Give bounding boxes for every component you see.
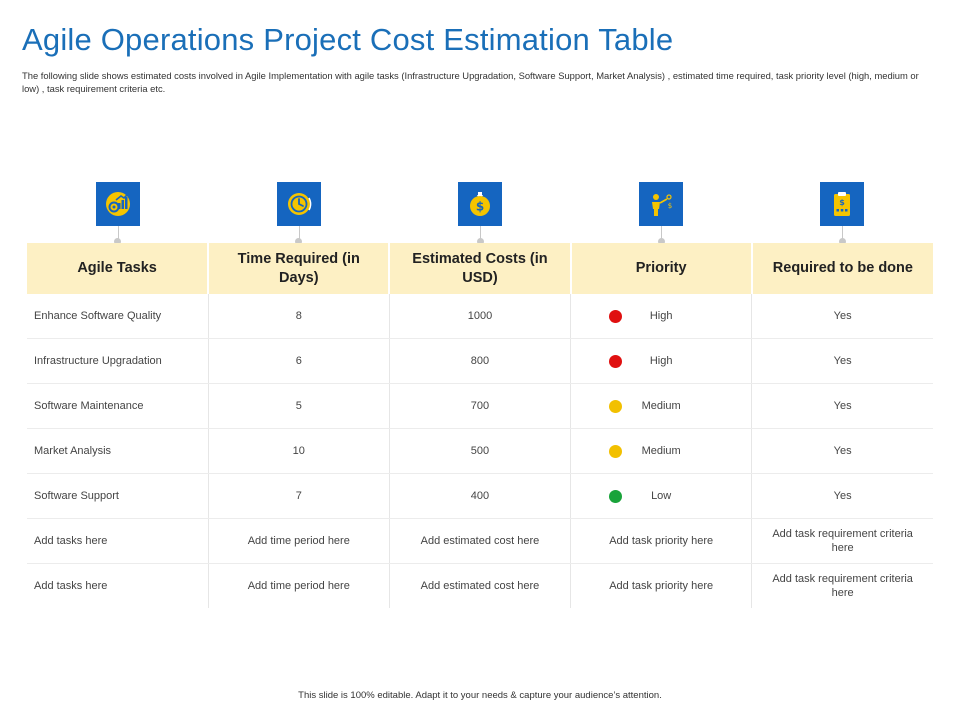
cell-required: Add task requirement criteria here bbox=[751, 518, 933, 564]
icon-column-time bbox=[208, 182, 389, 245]
slide-subtitle: The following slide shows estimated cost… bbox=[22, 70, 919, 94]
icon-column-required: $ bbox=[752, 182, 933, 245]
cell-task: Market Analysis bbox=[27, 428, 209, 474]
table-row: Software Support 7 400 Low Yes bbox=[27, 473, 933, 519]
icon-column-cost: $ bbox=[389, 182, 570, 245]
cell-priority: Medium bbox=[570, 428, 752, 474]
cell-required: Yes bbox=[751, 383, 933, 429]
cell-priority: Add task priority here bbox=[570, 563, 752, 608]
cell-task: Software Support bbox=[27, 473, 209, 519]
priority-label: High bbox=[649, 355, 673, 367]
money-bag-icon: $ bbox=[458, 182, 502, 226]
svg-text:$: $ bbox=[476, 200, 484, 214]
cost-estimation-table: Agile Tasks Time Required (in Days) Esti… bbox=[27, 243, 933, 608]
priority-dot-icon bbox=[609, 489, 623, 503]
cell-cost: Add estimated cost here bbox=[388, 518, 571, 564]
cell-cost: 1000 bbox=[388, 294, 571, 339]
priority-indicator: Medium bbox=[579, 444, 743, 458]
header-required: Required to be done bbox=[750, 243, 933, 294]
column-icon-row: $ $ $ bbox=[27, 182, 933, 245]
cell-task: Add tasks here bbox=[34, 580, 108, 592]
header-estimated-costs: Estimated Costs (in USD) bbox=[388, 243, 571, 294]
cell-time: 5 bbox=[207, 383, 390, 429]
cell-priority: High bbox=[570, 338, 752, 384]
clock-icon bbox=[276, 182, 321, 226]
priority-label: Low bbox=[651, 490, 672, 502]
cell-required: Yes bbox=[751, 338, 933, 384]
cell-cost: 400 bbox=[388, 473, 571, 519]
cell-priority: Low bbox=[570, 473, 752, 519]
cell-cost: 700 bbox=[388, 383, 571, 429]
cell-priority: Add task priority here bbox=[570, 518, 752, 564]
priority-label: Medium bbox=[641, 400, 681, 412]
svg-text:$: $ bbox=[840, 198, 846, 207]
cell-required: Add task requirement criteria here bbox=[751, 563, 933, 608]
cell-time: Add time period here bbox=[207, 518, 390, 564]
slide-footer: This slide is 100% editable. Adapt it to… bbox=[298, 690, 662, 701]
priority-dot-icon bbox=[609, 399, 623, 413]
priority-label: High bbox=[649, 310, 673, 322]
table-row: Add tasks here Add time period here Add es… bbox=[27, 518, 933, 564]
cell-cost: Add estimated cost here bbox=[388, 563, 571, 608]
presenter-icon: $ bbox=[639, 182, 684, 226]
priority-indicator: High bbox=[579, 354, 743, 368]
priority-dot-icon bbox=[609, 309, 623, 323]
cell-task: Software Maintenance bbox=[27, 383, 209, 429]
icon-column-priority: $ bbox=[571, 182, 752, 245]
cell-time: 6 bbox=[207, 338, 390, 384]
priority-indicator: High bbox=[579, 309, 743, 323]
cell-cost: 500 bbox=[388, 428, 571, 474]
cell-time: 8 bbox=[207, 294, 390, 339]
table-row: Software Maintenance 5 700 Medium Yes bbox=[27, 383, 933, 429]
tasks-gear-chart-icon bbox=[95, 182, 140, 226]
cell-priority: High bbox=[570, 294, 752, 339]
header-agile-tasks: Agile Tasks bbox=[27, 243, 209, 294]
table-header-row: Agile Tasks Time Required (in Days) Esti… bbox=[27, 243, 933, 294]
priority-label: Medium bbox=[641, 445, 681, 457]
slide-title: Agile Operations Project Cost Estimation… bbox=[22, 22, 674, 57]
cell-required: Yes bbox=[751, 294, 933, 339]
clipboard-dollar-icon: $ bbox=[820, 182, 865, 226]
priority-dot-icon bbox=[609, 354, 623, 368]
cell-cost: 800 bbox=[388, 338, 571, 384]
icon-column-tasks bbox=[27, 182, 208, 245]
cell-task: Add tasks here bbox=[27, 518, 209, 564]
priority-dot-icon bbox=[609, 444, 623, 458]
cell-required: Yes bbox=[751, 428, 933, 474]
cell-time: 7 bbox=[207, 473, 390, 519]
cell-time: Add time period here bbox=[207, 563, 390, 608]
table-body: Enhance Software Quality 8 1000 High Yes Infr… bbox=[27, 294, 933, 608]
header-priority: Priority bbox=[569, 243, 752, 294]
table-row: Infrastructure Upgradation 6 800 High Yes bbox=[27, 338, 933, 384]
table-row: Add tasks here Add time period here Add es… bbox=[27, 563, 933, 608]
cell-required: Yes bbox=[751, 473, 933, 519]
table-row: Market Analysis 10 500 Medium Yes bbox=[27, 428, 933, 474]
cell-task: Enhance Software Quality bbox=[27, 294, 209, 339]
priority-indicator: Medium bbox=[579, 399, 743, 413]
svg-text:$: $ bbox=[668, 202, 672, 210]
priority-indicator: Low bbox=[579, 489, 743, 503]
cell-priority: Medium bbox=[570, 383, 752, 429]
cell-task: Infrastructure Upgradation bbox=[27, 338, 209, 384]
cell-time: 10 bbox=[207, 428, 390, 474]
header-time-required: Time Required (in Days) bbox=[207, 243, 390, 294]
table-row: Enhance Software Quality 8 1000 High Yes bbox=[27, 294, 933, 339]
